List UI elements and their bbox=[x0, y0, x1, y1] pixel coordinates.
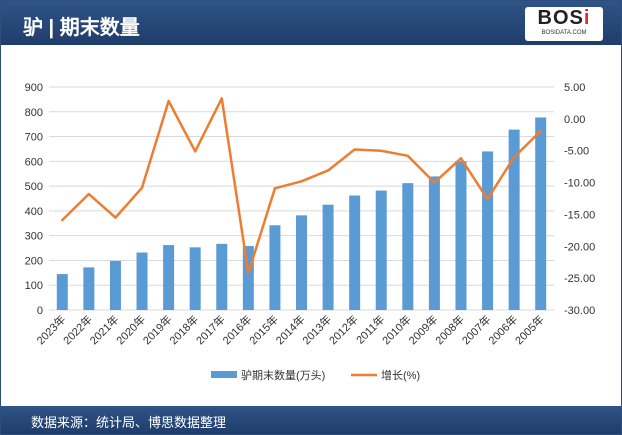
x-tick-label: 2006年 bbox=[485, 312, 520, 347]
x-tick-label: 2007年 bbox=[459, 312, 494, 347]
x-tick-label: 2020年 bbox=[113, 312, 148, 347]
x-tick-label: 2019年 bbox=[140, 312, 175, 347]
line-point bbox=[220, 97, 223, 100]
line-point bbox=[433, 181, 436, 184]
y-left-tick-label: 900 bbox=[25, 82, 43, 94]
bar bbox=[216, 243, 228, 310]
header-bar: 驴 | 期末数量 BOSi BOSIDATA.COM bbox=[1, 1, 621, 45]
bar bbox=[428, 176, 440, 310]
line-point bbox=[114, 216, 117, 219]
x-tick-label: 2010年 bbox=[379, 312, 414, 347]
line-point bbox=[300, 180, 303, 183]
x-tick-label: 2008年 bbox=[432, 312, 467, 347]
x-tick-label: 2017年 bbox=[193, 312, 228, 347]
y-right-tick-label: -20.00 bbox=[564, 241, 595, 253]
bar bbox=[163, 245, 175, 310]
line-point bbox=[486, 197, 489, 201]
y-left-tick-label: 500 bbox=[25, 181, 43, 193]
y-right-tick-label: -25.00 bbox=[564, 273, 595, 285]
y-left-tick-label: 700 bbox=[25, 132, 43, 144]
y-right-tick-label: 0.00 bbox=[564, 114, 585, 126]
y-left-tick-label: 800 bbox=[25, 107, 43, 119]
y-right-tick-label: 5.00 bbox=[564, 82, 585, 94]
bar bbox=[322, 204, 334, 310]
x-tick-label: 2021年 bbox=[87, 312, 122, 347]
y-left-tick-label: 300 bbox=[25, 231, 43, 243]
bar bbox=[189, 247, 201, 310]
line-point bbox=[380, 149, 383, 152]
y-left-tick-label: 400 bbox=[25, 206, 43, 218]
y-right-tick-label: -5.00 bbox=[564, 146, 589, 158]
line-point bbox=[459, 157, 463, 160]
bar bbox=[508, 129, 520, 310]
line-point bbox=[193, 150, 197, 153]
bar bbox=[349, 195, 361, 310]
chart: 0 100 200 300 400 500 600 700 800 900 -30.00 -25.00… bbox=[25, 82, 596, 382]
y-left-tick-label: 200 bbox=[25, 255, 43, 267]
x-tick-label: 2005年 bbox=[512, 312, 547, 347]
line-point bbox=[406, 154, 410, 158]
footer-bar: 数据来源：统计局、博思数据整理 bbox=[1, 406, 621, 434]
x-tick-label: 2023年 bbox=[33, 312, 68, 347]
bar bbox=[296, 215, 307, 310]
bar bbox=[375, 190, 387, 310]
bar bbox=[56, 274, 68, 310]
bar bbox=[242, 246, 254, 310]
x-tick-label: 2009年 bbox=[406, 312, 441, 347]
bar bbox=[402, 183, 414, 310]
page-title: 驴 | 期末数量 bbox=[23, 17, 140, 39]
bar bbox=[482, 151, 494, 310]
legend-line-label: 增长(%) bbox=[381, 368, 420, 382]
legend-bar-label: 驴期末数量(万头) bbox=[241, 368, 325, 382]
line-point bbox=[167, 99, 170, 103]
x-tick-label: 2015年 bbox=[246, 312, 281, 347]
y-left-tick-label: 600 bbox=[25, 156, 43, 168]
logo: BOSi BOSIDATA.COM bbox=[525, 7, 603, 41]
y-left-tick-label: 0 bbox=[37, 305, 43, 317]
bar bbox=[83, 267, 95, 310]
bar bbox=[136, 252, 148, 310]
y-left-tick-label: 100 bbox=[25, 280, 43, 292]
bar bbox=[455, 161, 467, 310]
x-tick-label: 2012年 bbox=[326, 312, 361, 347]
legend-bar-swatch bbox=[211, 371, 237, 378]
line-point bbox=[539, 129, 542, 133]
line-point bbox=[247, 271, 250, 275]
line-point bbox=[353, 148, 356, 151]
line-point bbox=[512, 155, 516, 159]
y-right-tick-label: -15.00 bbox=[564, 209, 595, 221]
line-point bbox=[326, 169, 330, 172]
bar bbox=[535, 117, 547, 310]
x-tick-label: 2022年 bbox=[60, 312, 95, 347]
y-right-tick-label: -30.00 bbox=[564, 305, 595, 317]
bar bbox=[269, 225, 281, 310]
line-point bbox=[273, 187, 277, 190]
x-tick-label: 2014年 bbox=[273, 312, 308, 347]
x-tick-label: 2018年 bbox=[166, 312, 201, 347]
line-point bbox=[61, 218, 64, 222]
y-right-tick-label: -10.00 bbox=[564, 178, 595, 190]
line-point bbox=[87, 192, 91, 196]
x-tick-label: 2013年 bbox=[299, 312, 334, 347]
bar bbox=[109, 260, 121, 310]
data-source: 数据来源：统计局、博思数据整理 bbox=[31, 415, 227, 430]
line-point bbox=[140, 186, 144, 189]
x-tick-label: 2016年 bbox=[219, 312, 254, 347]
